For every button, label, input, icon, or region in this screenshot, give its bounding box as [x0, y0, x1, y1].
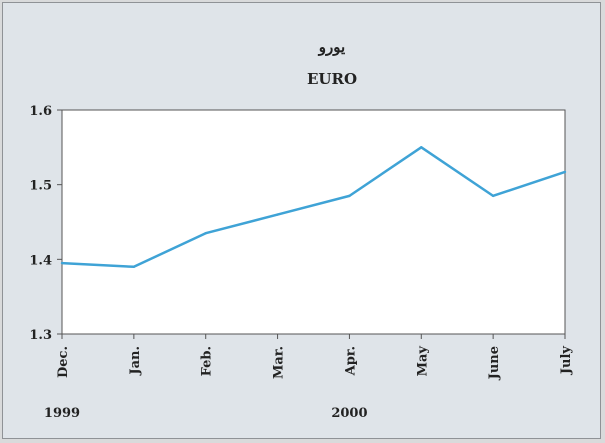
- y-tick-label: 1.3: [29, 328, 52, 343]
- x-tick-label: Jan.: [128, 346, 143, 376]
- data-point: [276, 213, 279, 216]
- x-tick-label: Apr.: [343, 346, 358, 376]
- data-point: [348, 194, 351, 198]
- x-tick-label: Mar.: [272, 346, 287, 379]
- data-point: [60, 261, 64, 265]
- x-tick-label: July: [559, 346, 574, 376]
- x-tick-label: May: [415, 346, 430, 377]
- chart-title: EURO: [307, 70, 357, 88]
- y-tick-label: 1.6: [29, 104, 52, 119]
- data-point: [420, 146, 423, 149]
- plot-area: [61, 109, 566, 335]
- data-point: [563, 170, 567, 174]
- x-tick-label: June: [487, 346, 502, 380]
- y-tick-label: 1.4: [29, 253, 52, 268]
- y-tick-label: 1.5: [29, 179, 52, 194]
- x-tick-label: Dec.: [56, 346, 71, 378]
- chart-title-local: يورو: [318, 38, 345, 56]
- year-labels: 1999 2000: [44, 406, 368, 421]
- data-point: [204, 232, 207, 235]
- year-label: 2000: [331, 406, 367, 421]
- series-group: [60, 146, 567, 269]
- year-label: 1999: [44, 406, 80, 421]
- series-line: [61, 146, 566, 269]
- y-axis: 1.3 1.4 1.5 1.6: [29, 104, 62, 343]
- x-tick-label: Feb.: [200, 346, 215, 376]
- x-axis: Dec. Jan. Feb. Mar. Apr. May June July: [56, 334, 574, 380]
- data-point: [491, 194, 495, 198]
- data-point: [132, 265, 136, 268]
